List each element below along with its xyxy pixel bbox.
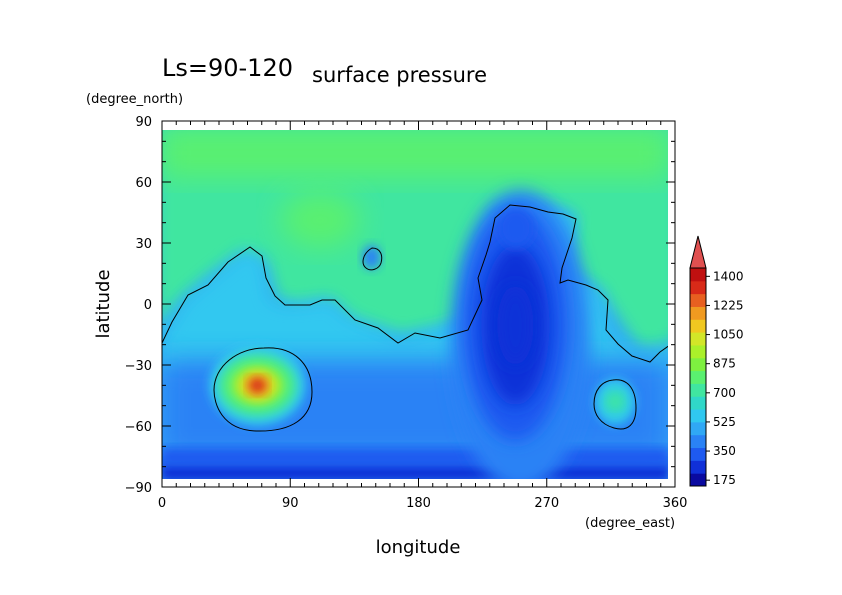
north-band xyxy=(162,130,668,178)
colorbar-tick-label: 875 xyxy=(713,357,736,371)
colorbar-swatch xyxy=(690,319,706,333)
hellas-high-5 xyxy=(248,377,267,394)
y-tick-label: −30 xyxy=(125,359,152,374)
south-polar-ring xyxy=(162,448,668,466)
argyre-high-2 xyxy=(608,394,623,409)
colorbar-swatch xyxy=(690,421,706,436)
colorbar-swatch xyxy=(690,396,706,410)
contour-path-2 xyxy=(593,379,637,430)
colorbar-labels: 175 350 525 700 875 1050 1225 1400 xyxy=(706,269,744,487)
y-tick-label: 60 xyxy=(135,176,152,191)
contour-525 xyxy=(162,204,668,432)
colorbar-tick-label: 1400 xyxy=(713,269,744,283)
y-tick-labels: 90 60 30 0 −30 −60 −90 xyxy=(125,115,152,496)
colorbar-tick-label: 1050 xyxy=(713,328,744,342)
colorbar-frame xyxy=(689,267,707,487)
y-tick-label: 30 xyxy=(135,237,152,252)
colorbar-swatch xyxy=(690,293,706,307)
alba-low xyxy=(498,208,534,248)
contour-path-1 xyxy=(213,347,313,432)
colorbar-swatch xyxy=(690,370,706,384)
colorbar-swatch xyxy=(690,409,706,423)
x-tick-label: 360 xyxy=(663,496,688,511)
colorbar-tick-label: 700 xyxy=(713,386,736,400)
colorbar-swatch xyxy=(690,434,706,449)
x-tick-label: 0 xyxy=(158,496,166,511)
tharsis-low-3 xyxy=(497,285,534,366)
y-axis-label: latitude xyxy=(93,269,114,338)
colorbar-swatch xyxy=(690,306,706,320)
colorbar-tick-label: 175 xyxy=(713,473,736,487)
x-units: (degree_east) xyxy=(585,516,675,531)
field-blobs xyxy=(162,130,668,479)
x-tick-labels: 0 90 180 270 360 xyxy=(158,496,688,511)
colorbar-swatch xyxy=(690,460,706,474)
colorbar-tick-label: 1225 xyxy=(713,298,744,312)
colorbar-swatch xyxy=(690,383,706,397)
colorbar-swatch xyxy=(690,473,706,487)
colorbar-tick-label: 525 xyxy=(713,415,736,429)
elysium-low xyxy=(362,245,381,270)
colorbar-swatch xyxy=(690,268,706,282)
contour-path-0 xyxy=(162,204,668,363)
colorbar-tick-label: 350 xyxy=(713,444,736,458)
contour-path-3 xyxy=(362,247,383,271)
title-ls: Ls=90-120 xyxy=(162,54,293,82)
x-tick-label: 270 xyxy=(534,496,559,511)
x-axis-label: longitude xyxy=(376,537,461,558)
y-tick-label: −60 xyxy=(125,420,152,435)
north-patch xyxy=(280,192,360,248)
colorbar-swatch xyxy=(690,332,706,346)
y-tick-label: 90 xyxy=(135,115,152,130)
northern-lowlands xyxy=(162,130,668,350)
y-tick-label: −90 xyxy=(125,481,152,496)
colorbar-swatch xyxy=(690,447,706,461)
colorbar-swatch xyxy=(690,357,706,372)
colorbar-swatch xyxy=(690,280,706,295)
y-tick-label: 0 xyxy=(144,298,152,313)
x-tick-label: 180 xyxy=(406,496,431,511)
title-variable: surface pressure xyxy=(312,63,487,87)
pressure-field xyxy=(162,130,668,479)
x-tick-label: 90 xyxy=(282,496,299,511)
colorbar-swatch xyxy=(690,344,706,359)
colorbar-extend-arrow xyxy=(689,235,707,269)
axis-ticks xyxy=(161,120,676,488)
y-units: (degree_north) xyxy=(86,92,183,107)
colorbar xyxy=(689,235,707,487)
